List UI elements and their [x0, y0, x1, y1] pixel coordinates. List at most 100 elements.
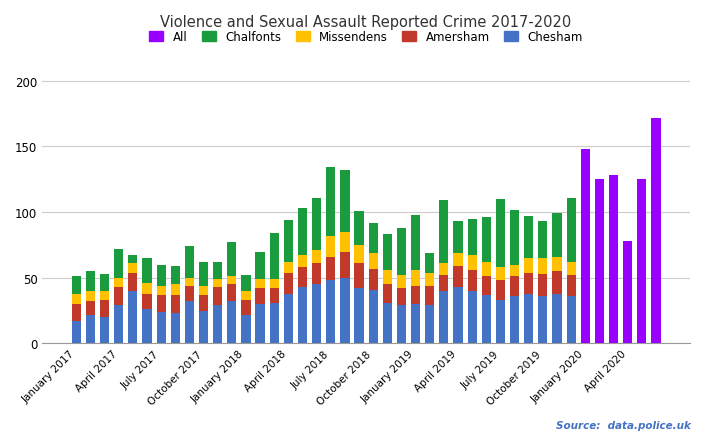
Bar — [269, 279, 278, 289]
Bar — [157, 265, 166, 286]
Bar — [355, 264, 364, 289]
Bar — [298, 209, 307, 256]
Bar — [524, 217, 533, 259]
Bar — [496, 281, 505, 300]
Bar — [369, 223, 378, 253]
Bar — [128, 291, 137, 344]
Bar — [355, 211, 364, 245]
Bar — [213, 263, 222, 279]
Bar — [241, 291, 250, 300]
Bar — [269, 303, 278, 344]
Bar — [213, 279, 222, 287]
Bar — [496, 268, 505, 281]
Bar — [355, 289, 364, 344]
Bar — [142, 294, 152, 309]
Bar — [227, 285, 236, 302]
Bar — [524, 259, 533, 273]
Bar — [524, 294, 533, 344]
Bar — [397, 228, 406, 276]
Bar — [411, 270, 420, 286]
Bar — [142, 259, 152, 283]
Bar — [538, 274, 548, 296]
Bar — [241, 300, 250, 315]
Bar — [439, 264, 448, 276]
Bar — [510, 296, 519, 344]
Bar — [439, 201, 448, 264]
Bar — [567, 296, 576, 344]
Bar — [383, 235, 392, 270]
Bar — [553, 272, 562, 294]
Legend: All, Chalfonts, Missendens, Amersham, Chesham: All, Chalfonts, Missendens, Amersham, Ch… — [145, 26, 588, 49]
Bar — [312, 285, 321, 344]
Bar — [241, 315, 250, 344]
Bar — [199, 295, 208, 311]
Bar — [341, 171, 350, 232]
Bar — [524, 273, 533, 294]
Bar — [199, 263, 208, 286]
Bar — [383, 270, 392, 285]
Bar — [496, 200, 505, 268]
Bar — [227, 243, 236, 277]
Bar — [298, 256, 307, 268]
Bar — [326, 236, 336, 257]
Bar — [114, 278, 123, 287]
Bar — [86, 291, 95, 302]
Title: Violence and Sexual Assault Reported Crime 2017-2020: Violence and Sexual Assault Reported Cri… — [161, 15, 572, 30]
Bar — [312, 251, 321, 264]
Bar — [283, 263, 293, 273]
Bar — [567, 263, 576, 276]
Bar — [595, 180, 604, 344]
Bar — [397, 276, 406, 289]
Bar — [467, 256, 477, 270]
Bar — [341, 278, 350, 344]
Bar — [157, 295, 166, 312]
Bar — [467, 219, 477, 256]
Bar — [482, 263, 491, 277]
Bar — [397, 306, 406, 344]
Bar — [255, 304, 264, 344]
Bar — [425, 253, 434, 273]
Bar — [86, 272, 95, 291]
Bar — [114, 306, 123, 344]
Bar — [623, 241, 632, 344]
Bar — [171, 295, 180, 313]
Bar — [510, 265, 519, 277]
Bar — [510, 210, 519, 265]
Bar — [213, 287, 222, 306]
Bar — [185, 302, 194, 344]
Bar — [651, 118, 661, 344]
Bar — [241, 276, 250, 291]
Bar — [453, 253, 462, 266]
Bar — [298, 287, 307, 344]
Bar — [553, 294, 562, 344]
Bar — [128, 273, 137, 291]
Bar — [369, 269, 378, 290]
Bar — [567, 276, 576, 296]
Bar — [326, 281, 336, 344]
Bar — [185, 247, 194, 278]
Bar — [142, 283, 152, 294]
Bar — [298, 268, 307, 287]
Bar — [171, 313, 180, 344]
Bar — [581, 150, 590, 344]
Bar — [255, 279, 264, 289]
Bar — [157, 312, 166, 344]
Bar — [482, 277, 491, 295]
Bar — [72, 304, 81, 322]
Bar — [341, 252, 350, 278]
Bar — [157, 286, 166, 295]
Bar — [341, 232, 350, 252]
Bar — [114, 287, 123, 306]
Bar — [425, 306, 434, 344]
Bar — [397, 289, 406, 306]
Bar — [538, 296, 548, 344]
Bar — [199, 311, 208, 344]
Bar — [269, 289, 278, 303]
Bar — [199, 286, 208, 295]
Bar — [86, 315, 95, 344]
Bar — [227, 277, 236, 285]
Bar — [255, 252, 264, 279]
Bar — [425, 286, 434, 306]
Bar — [185, 286, 194, 302]
Bar — [609, 176, 618, 344]
